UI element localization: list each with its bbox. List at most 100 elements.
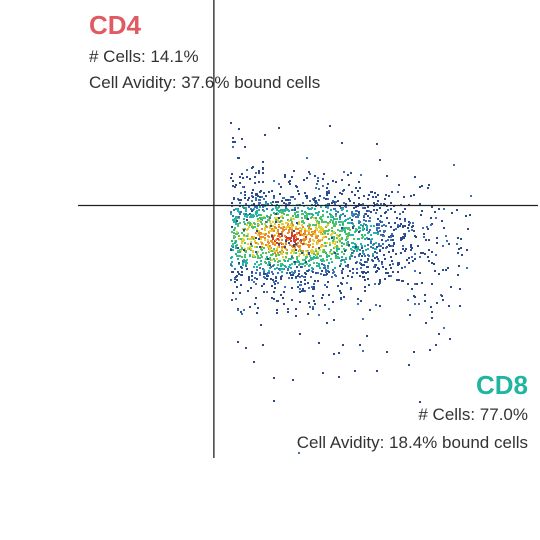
cd8-point	[233, 229, 235, 231]
cd8-point	[429, 349, 431, 351]
cd8-point	[276, 267, 278, 269]
cd8-point	[271, 259, 273, 261]
cd8-point	[351, 219, 353, 221]
cd8-point	[287, 209, 289, 211]
cd8-point	[343, 189, 345, 191]
cd8-point	[303, 222, 305, 224]
cd8-point	[335, 215, 337, 217]
cd8-point	[407, 227, 409, 229]
cd8-point	[326, 256, 328, 258]
cd8-point	[260, 238, 262, 240]
cd4-point	[230, 177, 232, 179]
cd8-point	[314, 233, 316, 235]
cd8-point	[301, 252, 303, 254]
cd8-point	[245, 203, 247, 205]
cd8-point	[258, 199, 260, 201]
cd8-point	[231, 271, 233, 273]
cd8-point	[337, 256, 339, 258]
cd8-point	[247, 248, 249, 250]
cd8-point	[364, 245, 366, 247]
cd8-point	[282, 217, 284, 219]
cd8-point	[275, 213, 277, 215]
cd8-point	[333, 208, 335, 210]
cd8-point	[317, 280, 319, 282]
cd8-point	[323, 197, 325, 199]
cd8-point	[307, 218, 309, 220]
cd8-point	[342, 344, 344, 346]
cd8-point	[405, 248, 407, 250]
cd8-point	[277, 238, 279, 240]
cd8-point	[287, 260, 289, 262]
cd8-point	[284, 286, 286, 288]
cd8-point	[255, 193, 257, 195]
cd8-point	[361, 247, 363, 249]
cd8-point	[235, 298, 237, 300]
cd8-point	[334, 225, 336, 227]
cd8-point	[256, 269, 258, 271]
cd8-point	[280, 186, 282, 188]
cd8-point	[261, 196, 263, 198]
cd8-point	[309, 255, 311, 257]
cd8-point	[246, 176, 248, 178]
cd8-point	[390, 208, 392, 210]
cd8-point	[258, 170, 260, 172]
cd8-point	[347, 241, 349, 243]
cd8-point	[423, 233, 425, 235]
cd8-point	[326, 322, 328, 324]
cd8-point	[435, 217, 437, 219]
cd8-point	[246, 229, 248, 231]
cd8-point	[249, 216, 251, 218]
cd8-point	[379, 207, 381, 209]
cd8-point	[246, 216, 248, 218]
cd8-point	[291, 209, 293, 211]
cd8-point	[258, 181, 260, 183]
cd8-point	[356, 268, 358, 270]
cd8-point	[442, 299, 444, 301]
cd8-point	[351, 222, 353, 224]
cd8-point	[242, 262, 244, 264]
cd8-point	[308, 253, 310, 255]
cd8-point	[410, 244, 412, 246]
cd8-point	[419, 256, 421, 258]
cd8-point	[413, 351, 415, 353]
cd8-point	[268, 219, 270, 221]
cd8-point	[354, 256, 356, 258]
cd8-point	[342, 223, 344, 225]
cd8-point	[324, 232, 326, 234]
cd8-point	[275, 221, 277, 223]
cd8-point	[367, 258, 369, 260]
cd8-point	[379, 305, 381, 307]
cd8-point	[319, 195, 321, 197]
cd8-point	[378, 283, 380, 285]
cd8-point	[342, 277, 344, 279]
cd8-point	[366, 210, 368, 212]
cd8-point	[392, 271, 394, 273]
cd8-point	[357, 214, 359, 216]
cd8-point	[321, 263, 323, 265]
cd8-point	[370, 246, 372, 248]
cd8-point	[373, 232, 375, 234]
cd8-point	[271, 271, 273, 273]
cd8-point	[381, 263, 383, 265]
cd8-point	[377, 218, 379, 220]
cd8-point	[338, 352, 340, 354]
cd8-point	[246, 235, 248, 237]
cd8-point	[320, 233, 322, 235]
cd8-point	[393, 229, 395, 231]
cd8-point	[326, 254, 328, 256]
cd8-point	[291, 277, 293, 279]
cd8-point	[341, 227, 343, 229]
cd8-point	[408, 224, 410, 226]
cd8-point	[355, 187, 357, 189]
cd8-point	[301, 228, 303, 230]
cd8-point	[297, 216, 299, 218]
cd8-point	[280, 276, 282, 278]
cd8-point	[320, 206, 322, 208]
cd8-point	[291, 234, 293, 236]
cd8-point	[324, 304, 326, 306]
cd8-point	[316, 265, 318, 267]
cd8-point	[242, 238, 244, 240]
cd8-point	[277, 213, 279, 215]
cd8-point	[232, 180, 234, 182]
